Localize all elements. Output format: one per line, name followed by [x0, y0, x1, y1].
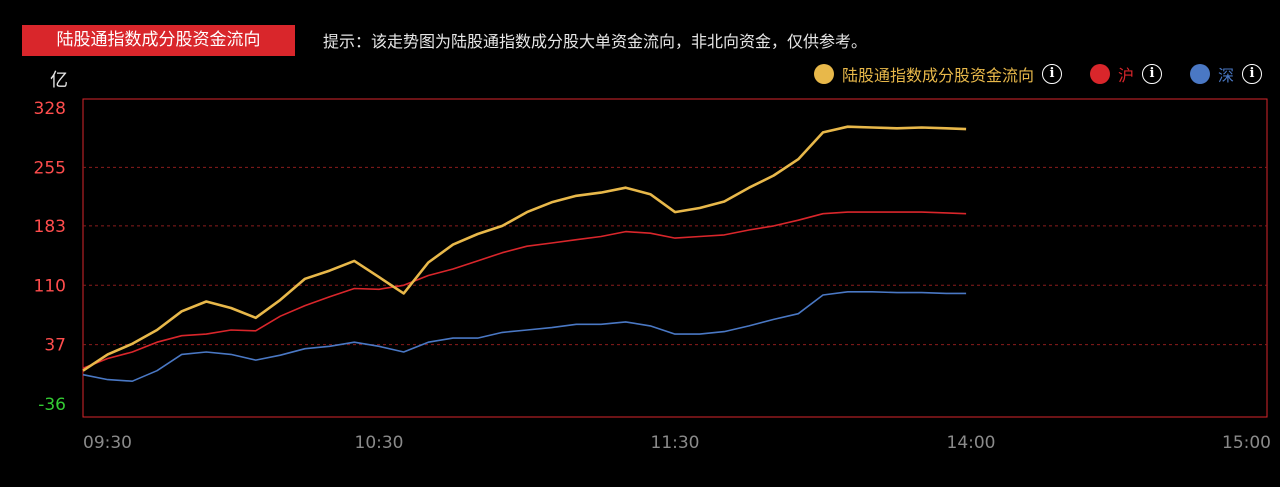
- legend-label: 陆股通指数成分股资金流向: [841, 66, 1034, 85]
- series-line: [82, 125, 967, 372]
- legend-item-sh[interactable]: 沪 i: [1089, 62, 1162, 86]
- x-tick-label: 11:30: [651, 433, 700, 453]
- legend-swatch: [1189, 64, 1210, 84]
- series-line: [82, 290, 967, 383]
- plot-frame: [82, 98, 1268, 418]
- chart-title-tag: 陆股通指数成分股资金流向: [22, 25, 295, 56]
- info-icon[interactable]: i: [1041, 64, 1062, 84]
- y-tick-label: 110: [34, 276, 66, 296]
- y-tick-label: 37: [44, 336, 66, 356]
- legend-item-sz[interactable]: 深 i: [1189, 62, 1262, 86]
- x-tick-label: 09:30: [83, 433, 132, 453]
- legend-label: 深: [1217, 66, 1234, 85]
- x-tick-label: 15:00: [1222, 433, 1271, 453]
- y-tick-label: 328: [34, 99, 66, 119]
- legend: 陆股通指数成分股资金流向 i 沪 i 深 i: [786, 62, 1262, 86]
- legend-label: 沪: [1117, 66, 1134, 85]
- legend-swatch: [813, 64, 834, 84]
- hint-text: 提示：该走势图为陆股通指数成分股大单资金流向，非北向资金，仅供参考。: [323, 32, 868, 51]
- y-tick-label: 183: [34, 217, 66, 237]
- x-tick-label: 14:00: [947, 433, 996, 453]
- y-axis-unit: 亿: [50, 70, 68, 91]
- legend-swatch: [1089, 64, 1110, 84]
- series-line: [82, 211, 967, 369]
- legend-item-total[interactable]: 陆股通指数成分股资金流向 i: [813, 62, 1062, 86]
- y-tick-label: -36: [38, 395, 66, 415]
- x-tick-label: 10:30: [355, 433, 404, 453]
- info-icon[interactable]: i: [1141, 64, 1162, 84]
- y-tick-label: 255: [34, 158, 66, 178]
- info-icon[interactable]: i: [1242, 64, 1262, 84]
